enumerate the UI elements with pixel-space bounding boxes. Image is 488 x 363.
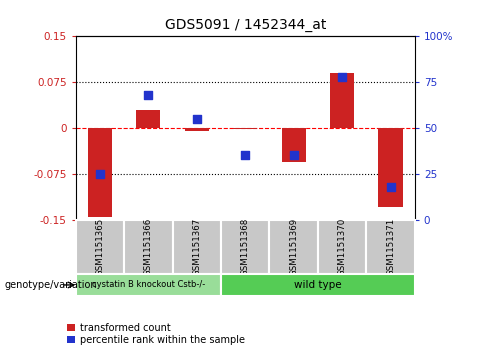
Bar xyxy=(76,274,221,296)
Bar xyxy=(136,110,161,128)
Bar xyxy=(233,128,257,129)
Bar xyxy=(173,220,221,274)
Bar xyxy=(88,128,112,217)
Bar xyxy=(379,128,403,207)
Bar xyxy=(184,128,209,131)
Text: GSM1151366: GSM1151366 xyxy=(144,218,153,276)
Bar xyxy=(282,128,306,162)
Point xyxy=(193,116,201,122)
Point xyxy=(338,74,346,79)
Text: GSM1151365: GSM1151365 xyxy=(95,218,104,276)
Point xyxy=(96,171,104,177)
Text: wild type: wild type xyxy=(294,280,342,290)
Point xyxy=(386,184,394,189)
Text: GSM1151367: GSM1151367 xyxy=(192,218,201,276)
Bar xyxy=(124,220,173,274)
Text: GSM1151370: GSM1151370 xyxy=(338,218,346,276)
Text: GSM1151368: GSM1151368 xyxy=(241,218,250,276)
Point xyxy=(242,152,249,158)
Text: genotype/variation: genotype/variation xyxy=(5,280,98,290)
Bar xyxy=(76,220,124,274)
Text: GSM1151371: GSM1151371 xyxy=(386,218,395,276)
Legend: transformed count, percentile rank within the sample: transformed count, percentile rank withi… xyxy=(63,319,249,349)
Point xyxy=(290,152,298,158)
Title: GDS5091 / 1452344_at: GDS5091 / 1452344_at xyxy=(164,19,326,33)
Bar xyxy=(269,220,318,274)
Text: GSM1151369: GSM1151369 xyxy=(289,218,298,276)
Bar xyxy=(366,220,415,274)
Point xyxy=(144,92,152,98)
Bar xyxy=(330,73,354,128)
Bar xyxy=(221,274,415,296)
Bar xyxy=(221,220,269,274)
Text: cystatin B knockout Cstb-/-: cystatin B knockout Cstb-/- xyxy=(92,281,205,289)
Bar xyxy=(318,220,366,274)
